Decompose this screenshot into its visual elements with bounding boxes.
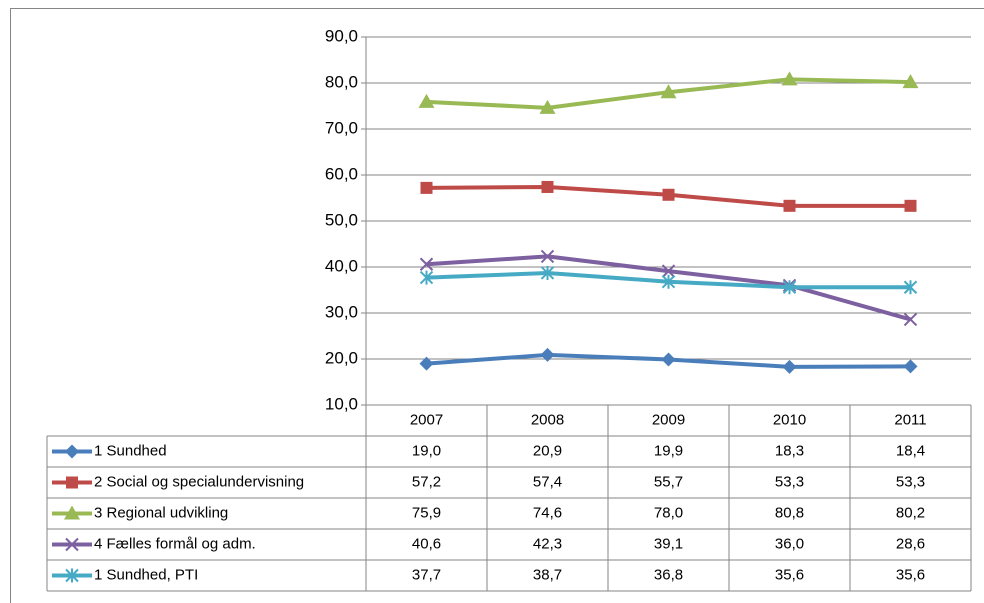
legend-swatch-marker bbox=[65, 568, 79, 583]
table-value: 55,7 bbox=[654, 473, 683, 490]
table-value: 19,0 bbox=[412, 442, 441, 459]
legend-label: 4 Fælles formål og adm. bbox=[94, 535, 256, 552]
legend-label: 1 Sundhed, PTI bbox=[94, 566, 198, 583]
y-tick-label: 70,0 bbox=[325, 118, 358, 137]
table-value: 39,1 bbox=[654, 535, 683, 552]
legend-swatch-marker bbox=[65, 537, 79, 552]
data-marker bbox=[783, 199, 796, 212]
y-tick-label: 80,0 bbox=[325, 72, 358, 91]
data-marker bbox=[540, 347, 555, 362]
table-value: 42,3 bbox=[533, 535, 562, 552]
table-value: 36,8 bbox=[654, 566, 683, 583]
table-value: 40,6 bbox=[412, 535, 441, 552]
data-marker bbox=[903, 312, 918, 327]
y-tick-label: 60,0 bbox=[325, 164, 358, 183]
x-tick-label: 2008 bbox=[531, 411, 564, 428]
x-tick-label: 2007 bbox=[410, 411, 443, 428]
data-marker bbox=[419, 270, 434, 285]
legend-swatch-marker bbox=[64, 505, 80, 520]
data-marker bbox=[782, 280, 797, 295]
table-value: 19,9 bbox=[654, 442, 683, 459]
table-value: 74,6 bbox=[533, 504, 562, 521]
data-marker bbox=[903, 359, 918, 374]
data-marker bbox=[420, 181, 433, 194]
data-marker bbox=[540, 265, 555, 280]
table-value: 36,0 bbox=[775, 535, 804, 552]
legend-label: 3 Regional udvikling bbox=[94, 504, 228, 521]
data-marker bbox=[782, 359, 797, 374]
data-marker bbox=[903, 280, 918, 295]
data-marker bbox=[541, 180, 554, 193]
data-marker bbox=[418, 93, 435, 108]
data-marker bbox=[419, 356, 434, 371]
y-tick-label: 30,0 bbox=[325, 302, 358, 321]
data-marker bbox=[661, 352, 676, 367]
table-value: 38,7 bbox=[533, 566, 562, 583]
x-tick-label: 2011 bbox=[894, 411, 926, 428]
y-tick-label: 40,0 bbox=[325, 256, 358, 275]
table-value: 78,0 bbox=[654, 504, 683, 521]
table-value: 20,9 bbox=[533, 442, 562, 459]
data-marker bbox=[661, 264, 676, 278]
data-marker bbox=[419, 257, 434, 271]
table-value: 57,4 bbox=[533, 473, 562, 490]
data-marker bbox=[781, 71, 798, 86]
x-tick-label: 2010 bbox=[773, 411, 806, 428]
y-tick-label: 10,0 bbox=[325, 394, 358, 413]
y-tick-label: 90,0 bbox=[325, 26, 358, 45]
chart-frame bbox=[10, 8, 984, 603]
y-tick-label: 50,0 bbox=[325, 210, 358, 229]
table-value: 35,6 bbox=[896, 566, 925, 583]
table-value: 80,8 bbox=[775, 504, 804, 521]
data-marker bbox=[902, 74, 919, 89]
table-value: 53,3 bbox=[775, 473, 804, 490]
table-value: 57,2 bbox=[412, 473, 441, 490]
table-value: 18,4 bbox=[896, 442, 925, 459]
data-marker bbox=[661, 274, 676, 289]
table-value: 28,6 bbox=[896, 535, 925, 552]
data-marker bbox=[662, 188, 675, 201]
table-value: 18,3 bbox=[775, 442, 804, 459]
legend-label: 1 Sundhed bbox=[94, 442, 167, 459]
table-value: 53,3 bbox=[896, 473, 925, 490]
table-value: 75,9 bbox=[412, 504, 441, 521]
table-value: 80,2 bbox=[896, 504, 925, 521]
legend-label: 2 Social og specialundervisning bbox=[94, 473, 304, 490]
data-marker bbox=[539, 99, 556, 114]
x-tick-label: 2009 bbox=[652, 411, 685, 428]
data-marker bbox=[540, 249, 555, 264]
data-marker bbox=[660, 84, 677, 99]
y-tick-label: 20,0 bbox=[325, 348, 358, 367]
data-marker bbox=[904, 199, 917, 212]
table-value: 37,7 bbox=[412, 566, 441, 583]
legend-swatch-marker bbox=[65, 444, 79, 459]
table-value: 35,6 bbox=[775, 566, 804, 583]
legend-swatch-marker bbox=[66, 476, 78, 489]
